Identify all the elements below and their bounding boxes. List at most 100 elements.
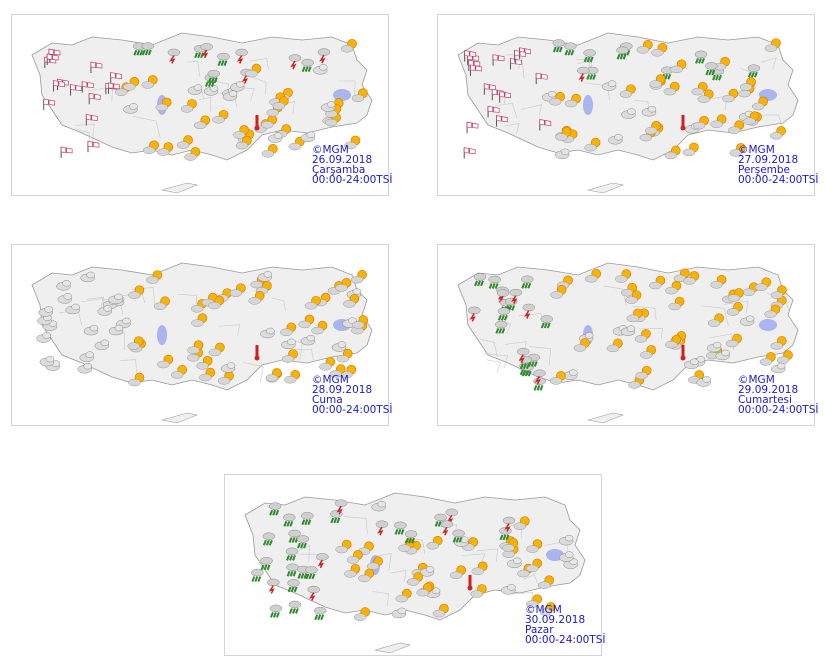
cloud-icon: [94, 339, 110, 351]
sun-cloud-icon: [683, 271, 700, 285]
storm-icon: [316, 553, 329, 569]
rain-icon: [616, 46, 629, 60]
sun-cloud-icon: [284, 369, 301, 384]
rain-icon: [305, 566, 318, 580]
thermometer-icon: [254, 345, 260, 361]
sun-cloud-icon: [663, 81, 680, 96]
rain-icon: [287, 579, 300, 593]
sun-cloud-icon: [639, 345, 656, 359]
rain-icon: [288, 529, 301, 543]
rain-icon: [705, 62, 718, 76]
cloud-icon: [230, 81, 245, 92]
sun-cloud-icon: [725, 333, 742, 348]
sun-cloud-icon: [212, 109, 229, 124]
sun-cloud-icon: [232, 125, 249, 139]
storm-icon: [317, 48, 331, 64]
storm-icon: [502, 516, 516, 532]
sun-cloud-icon: [128, 372, 145, 387]
sun-cloud-icon: [673, 268, 690, 283]
sun-cloud-icon: [311, 320, 328, 335]
weather-map-panel: ©MGM 28.09.2018 Cuma 00:00-24:00TSİ: [11, 244, 392, 426]
sun-cloud-icon: [142, 140, 159, 155]
cloud-icon: [77, 362, 93, 374]
storm-icon: [375, 520, 389, 536]
sun-cloud-icon: [619, 84, 636, 98]
map-caption: ©MGM 29.09.2018 Cumartesi 00:00-24:00TSİ: [738, 375, 819, 416]
sun-cloud-icon: [191, 313, 208, 327]
sun-cloud-icon: [513, 516, 530, 530]
storm-icon: [200, 43, 213, 59]
wind-icon: [466, 121, 479, 134]
sun-cloud-icon: [751, 96, 768, 111]
rain-icon: [217, 52, 230, 66]
sun-cloud-icon: [470, 584, 487, 598]
wind-icon: [469, 64, 482, 76]
thermometer-icon: [680, 115, 686, 131]
sun-cloud-icon: [710, 274, 727, 289]
cloud-icon: [267, 132, 283, 143]
storm-icon: [522, 303, 536, 319]
sun-cloud-icon: [157, 142, 174, 156]
sun-cloud-icon: [537, 575, 555, 589]
sun-cloud-icon: [343, 294, 360, 308]
sun-cloud-icon: [728, 120, 745, 134]
wind-icon: [464, 50, 476, 62]
sun-cloud-icon: [141, 75, 158, 89]
weather-map-panel: ©MGM 29.09.2018 Cumartesi 00:00-24:00TSİ: [437, 244, 819, 426]
sun-cloud-icon: [245, 63, 262, 78]
cloud-icon: [419, 566, 435, 577]
sun-cloud-icon: [636, 40, 653, 54]
rain-icon: [260, 557, 273, 571]
sun-cloud-icon: [635, 365, 652, 380]
caption-time-range: 00:00-24:00TSİ: [738, 404, 819, 416]
sun-cloud-icon: [416, 582, 433, 597]
rain-icon: [540, 315, 554, 329]
turkey-weather-map: [457, 262, 799, 424]
storm-icon: [509, 288, 523, 304]
caption-copyright: ©MGM: [738, 144, 775, 156]
rain-icon: [285, 547, 299, 561]
rain-icon: [585, 66, 599, 80]
sun-cloud-icon: [351, 88, 368, 102]
cloud-icon: [65, 303, 80, 315]
storm-icon: [288, 54, 302, 70]
sun-cloud-icon: [344, 135, 361, 150]
wind-icon: [492, 54, 505, 66]
rain-icon: [660, 66, 674, 80]
wind-icon: [110, 72, 123, 84]
wind-icon: [48, 48, 61, 60]
sun-cloud-icon: [353, 607, 370, 621]
sun-cloud-icon: [764, 304, 781, 318]
sun-cloud-icon: [199, 367, 216, 382]
wind-icon: [88, 92, 101, 105]
storm-icon: [577, 66, 590, 82]
sun-cloud-icon: [606, 338, 623, 353]
wind-icon: [107, 82, 120, 94]
wind-icon: [90, 61, 103, 74]
caption-date: 29.09.2018: [738, 384, 799, 396]
sun-cloud-icon: [664, 145, 681, 160]
sun-cloud-icon: [759, 352, 776, 366]
cloud-icon: [706, 341, 722, 353]
caption-copyright: ©MGM: [312, 374, 349, 386]
sun-cloud-icon: [525, 594, 543, 608]
caption-date: 26.09.2018: [312, 154, 373, 166]
wind-icon: [539, 119, 552, 131]
rain-icon: [296, 535, 310, 549]
cloud-icon: [260, 327, 275, 339]
sun-cloud-icon: [180, 99, 197, 113]
sun-cloud-icon: [769, 126, 786, 140]
sun-cloud-icon: [729, 143, 746, 157]
lake-tuz: [583, 95, 593, 115]
sun-cloud-icon: [461, 537, 479, 551]
sun-cloud-icon: [281, 349, 298, 363]
caption-date: 27.09.2018: [738, 154, 799, 166]
sun-cloud-icon: [626, 308, 643, 323]
sun-cloud-icon: [743, 111, 760, 125]
sun-cloud-icon: [352, 315, 369, 329]
wind-icon: [46, 53, 59, 65]
sun-cloud-icon: [280, 322, 297, 336]
sun-cloud-icon: [776, 350, 793, 364]
rain-icon: [283, 513, 296, 527]
storm-icon: [235, 48, 248, 64]
